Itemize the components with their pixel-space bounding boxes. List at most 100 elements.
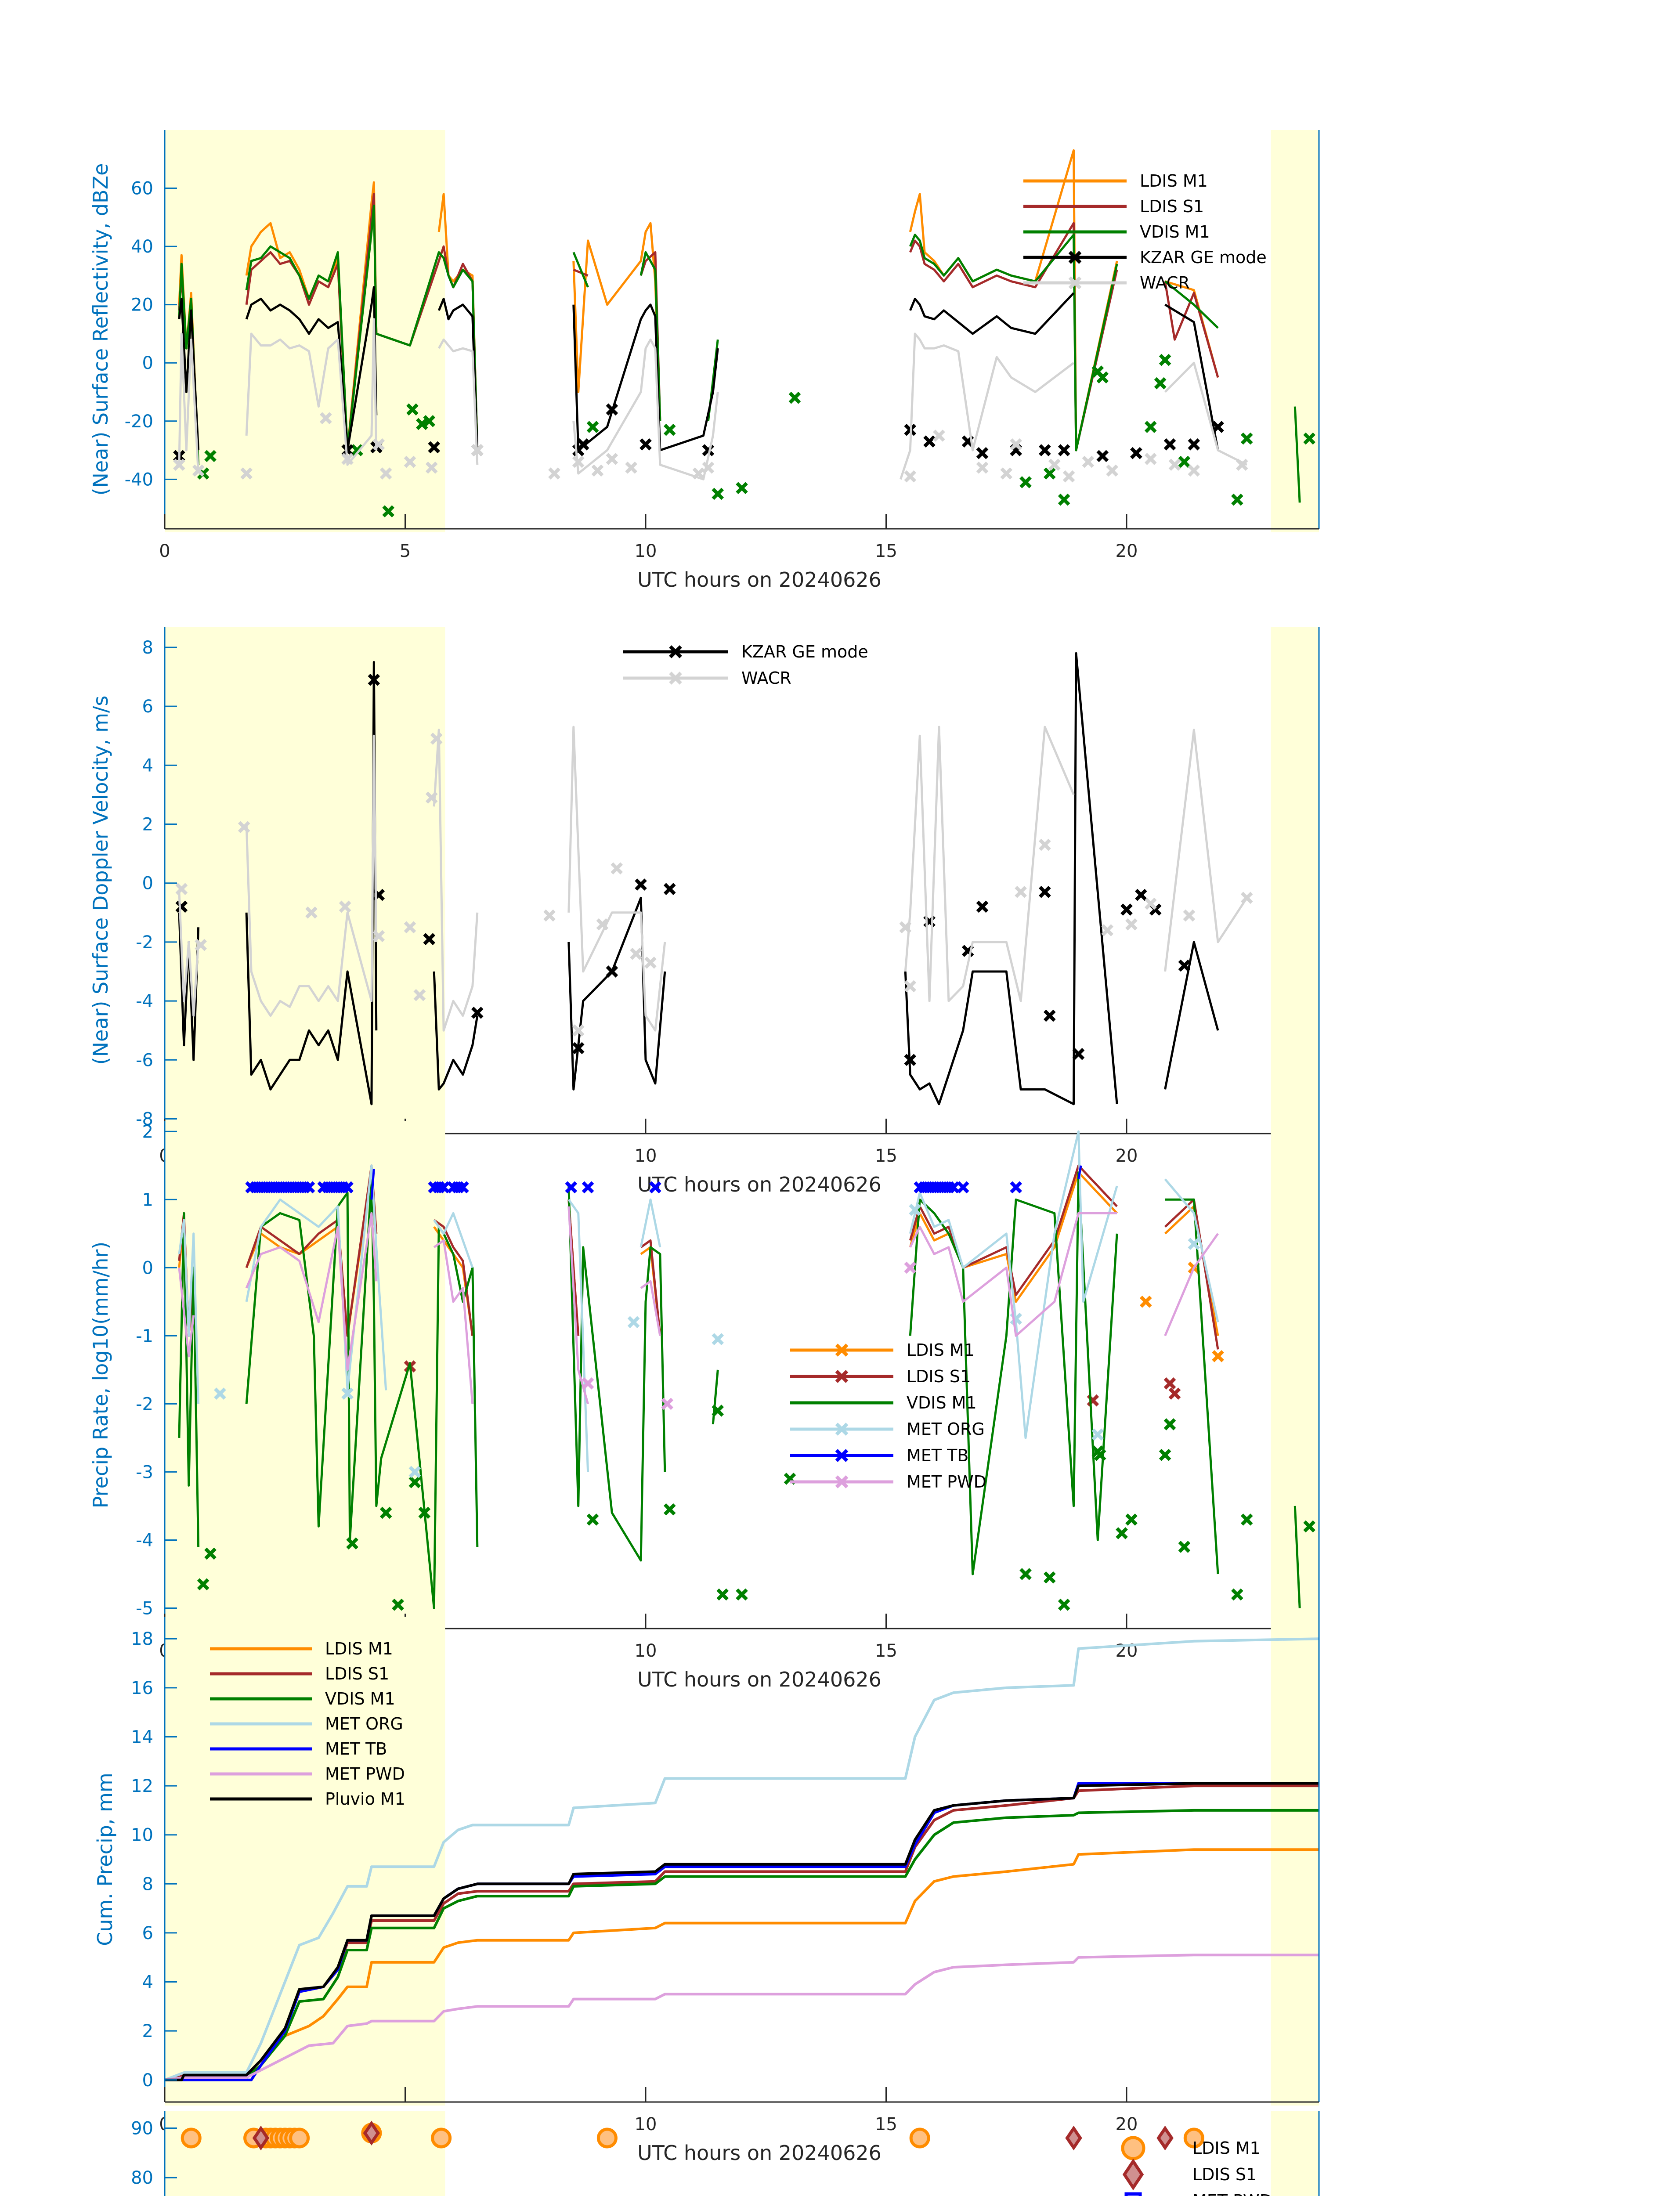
legend-label: WACR	[1140, 273, 1190, 293]
y-tick-label: -4	[136, 1530, 153, 1550]
data-marker-x	[712, 1333, 724, 1345]
data-marker-x	[904, 1261, 917, 1274]
data-marker-x	[1096, 450, 1109, 462]
series-pluvio-m1	[165, 1782, 1319, 2081]
legend-label: WACR	[741, 668, 791, 688]
data-marker-x	[1101, 924, 1114, 936]
data-marker-x	[1039, 838, 1051, 851]
data-marker-x	[957, 1181, 969, 1194]
data-marker-x	[1010, 438, 1022, 451]
y-tick-label: 80	[131, 2168, 153, 2188]
legend-label: MET PWD	[1192, 2191, 1272, 2196]
data-marker-x	[736, 482, 748, 495]
y-tick-label: -4	[136, 991, 153, 1011]
legend-label: Pluvio M1	[325, 1789, 405, 1809]
legend-label: MET ORG	[325, 1714, 403, 1734]
y-tick-label: 2	[142, 1122, 153, 1142]
panel-reflectivity: 0 5 10 15 20 -40 -20 0 20 40 60 UTC hours on 202406…	[89, 130, 1320, 592]
series-line	[165, 1637, 1319, 2081]
data-marker-x	[1015, 886, 1027, 898]
data-marker-x	[606, 453, 618, 465]
data-marker-x	[471, 444, 484, 456]
legend: LDIS M1 LDIS S1 VDIS M1 KZAR GE mode WACR	[1023, 171, 1267, 293]
data-marker-x	[339, 900, 351, 913]
data-marker-x	[663, 1503, 676, 1516]
night-shading	[1271, 1617, 1319, 2106]
data-marker-x	[635, 878, 647, 891]
legend-label: LDIS S1	[325, 1664, 389, 1683]
data-marker-x	[1000, 467, 1013, 480]
y-tick-label: -3	[136, 1462, 153, 1482]
data-marker-x	[933, 430, 945, 442]
series-line	[178, 318, 1247, 480]
y-tick-label: 10	[131, 1825, 153, 1846]
night-shading	[165, 1617, 445, 2106]
data-marker-x	[408, 1466, 421, 1478]
y-tick-label: 0	[142, 2070, 153, 2091]
data-marker-x	[1183, 909, 1196, 922]
data-marker-x	[425, 791, 438, 804]
y-tick-label: 6	[142, 697, 153, 717]
data-marker-x	[1212, 421, 1224, 433]
data-marker-x	[379, 1506, 392, 1519]
x-tick-label: 0	[159, 541, 170, 561]
data-marker-x	[909, 1203, 921, 1216]
data-marker-x	[586, 1513, 599, 1526]
data-marker-x	[1303, 432, 1315, 445]
series-wacr	[175, 726, 1253, 1037]
y-tick-label: 40	[131, 237, 153, 257]
legend: LDIS M1 LDIS S1 VDIS M1 MET ORG MET TB MET PW…	[790, 1340, 986, 1492]
y-tick-label: 1	[142, 1190, 153, 1210]
data-marker-x	[565, 1181, 578, 1194]
data-marker-x	[1178, 959, 1191, 972]
data-marker-x	[1168, 1387, 1181, 1400]
data-marker-x	[1231, 493, 1243, 506]
data-marker-x	[923, 435, 936, 448]
series-line	[178, 1130, 1219, 1472]
x-tick-label: 10	[635, 541, 657, 561]
data-marker-x	[1178, 455, 1191, 468]
data-marker-x	[1043, 467, 1056, 480]
data-marker-x	[341, 1387, 354, 1400]
legend-marker-x	[835, 1449, 849, 1462]
data-marker-x	[204, 1547, 217, 1560]
data-marker-x	[351, 444, 363, 456]
data-marker-x	[1178, 1541, 1191, 1553]
x-tick-label: 10	[635, 1641, 657, 1661]
data-point	[596, 2127, 618, 2149]
data-marker-x	[1062, 470, 1075, 483]
data-marker-x	[1039, 886, 1051, 898]
data-marker-x	[471, 1007, 484, 1019]
data-point	[181, 2127, 202, 2149]
night-shading	[165, 130, 445, 532]
legend-label: KZAR GE mode	[741, 642, 868, 661]
legend-marker-x	[835, 1370, 849, 1383]
data-marker-x	[1043, 1009, 1056, 1022]
data-marker-x	[716, 1588, 729, 1601]
data-marker-x	[240, 467, 253, 480]
data-marker-x	[408, 1476, 421, 1488]
data-marker-x	[976, 447, 989, 459]
data-marker-x	[591, 464, 604, 477]
y-tick-label: 90	[131, 2118, 153, 2138]
y-tick-label: 4	[142, 1972, 153, 1993]
data-marker-x	[341, 1181, 354, 1194]
data-marker-x	[582, 1377, 594, 1390]
legend-label: MET TB	[325, 1739, 387, 1759]
series-line	[178, 1171, 1301, 1609]
data-marker-x	[1144, 453, 1157, 465]
data-marker-x	[644, 957, 657, 969]
y-tick-label: 16	[131, 1678, 153, 1698]
data-marker-x	[195, 939, 207, 951]
data-marker-x	[1125, 1513, 1138, 1526]
y-tick-label: 18	[131, 1629, 153, 1649]
data-marker-x	[1116, 1527, 1128, 1539]
y-tick-label: -40	[125, 470, 153, 490]
legend-label: VDIS M1	[907, 1393, 977, 1412]
series-vdis-m1	[165, 1809, 1319, 2081]
data-marker-x	[625, 461, 637, 474]
data-point	[1156, 2125, 1174, 2151]
data-marker-x	[976, 900, 989, 913]
